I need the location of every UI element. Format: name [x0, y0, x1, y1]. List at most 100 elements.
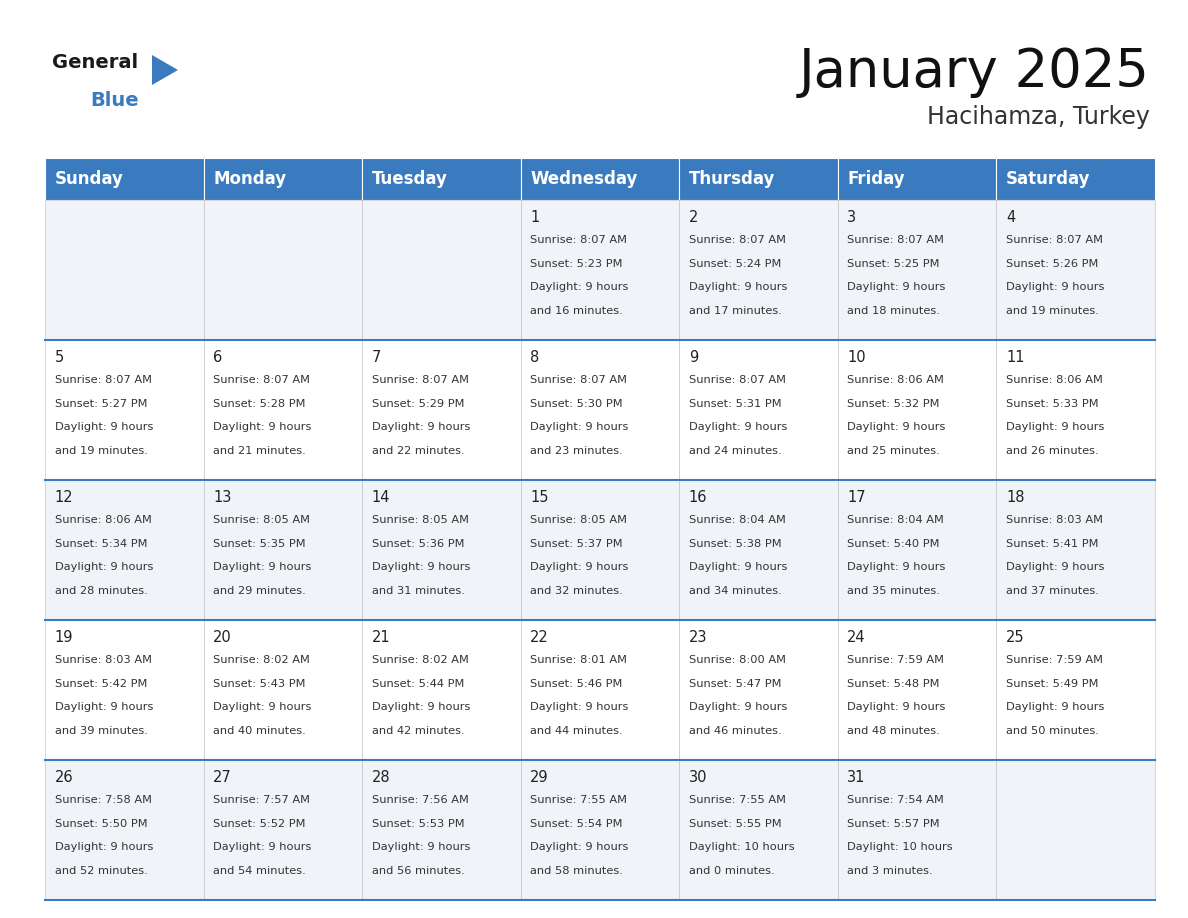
- Text: Daylight: 9 hours: Daylight: 9 hours: [530, 562, 628, 572]
- Text: Blue: Blue: [90, 91, 139, 110]
- Text: Daylight: 9 hours: Daylight: 9 hours: [1006, 562, 1105, 572]
- Text: Daylight: 9 hours: Daylight: 9 hours: [847, 282, 946, 292]
- Text: and 48 minutes.: and 48 minutes.: [847, 725, 940, 735]
- Text: and 54 minutes.: and 54 minutes.: [213, 866, 305, 876]
- Text: Sunset: 5:52 PM: Sunset: 5:52 PM: [213, 819, 305, 829]
- Text: and 18 minutes.: and 18 minutes.: [847, 306, 940, 316]
- Text: and 23 minutes.: and 23 minutes.: [530, 445, 623, 455]
- Text: and 35 minutes.: and 35 minutes.: [847, 586, 940, 596]
- Bar: [838, 158, 997, 200]
- Bar: [45, 200, 203, 340]
- Bar: [362, 200, 520, 340]
- Text: Sunset: 5:48 PM: Sunset: 5:48 PM: [847, 678, 940, 688]
- Text: Sunset: 5:54 PM: Sunset: 5:54 PM: [530, 819, 623, 829]
- Text: and 56 minutes.: and 56 minutes.: [372, 866, 465, 876]
- Text: and 42 minutes.: and 42 minutes.: [372, 725, 465, 735]
- Text: Daylight: 9 hours: Daylight: 9 hours: [213, 702, 311, 712]
- Text: Sunrise: 8:01 AM: Sunrise: 8:01 AM: [530, 655, 627, 665]
- Bar: [203, 760, 362, 900]
- Text: Daylight: 9 hours: Daylight: 9 hours: [55, 562, 153, 572]
- Text: Sunset: 5:26 PM: Sunset: 5:26 PM: [1006, 259, 1099, 269]
- Text: Sunrise: 7:59 AM: Sunrise: 7:59 AM: [847, 655, 944, 665]
- Text: Sunrise: 8:02 AM: Sunrise: 8:02 AM: [213, 655, 310, 665]
- Text: Daylight: 9 hours: Daylight: 9 hours: [1006, 422, 1105, 432]
- Polygon shape: [152, 55, 178, 85]
- Text: Daylight: 9 hours: Daylight: 9 hours: [689, 562, 788, 572]
- Text: and 16 minutes.: and 16 minutes.: [530, 306, 623, 316]
- Text: Sunset: 5:34 PM: Sunset: 5:34 PM: [55, 539, 147, 549]
- Text: 31: 31: [847, 770, 866, 785]
- Text: and 19 minutes.: and 19 minutes.: [55, 445, 147, 455]
- Text: Sunset: 5:50 PM: Sunset: 5:50 PM: [55, 819, 147, 829]
- Text: 7: 7: [372, 350, 381, 364]
- Text: Sunset: 5:25 PM: Sunset: 5:25 PM: [847, 259, 940, 269]
- Text: 23: 23: [689, 630, 707, 644]
- Text: Sunset: 5:47 PM: Sunset: 5:47 PM: [689, 678, 782, 688]
- Text: Sunset: 5:35 PM: Sunset: 5:35 PM: [213, 539, 305, 549]
- Text: Daylight: 9 hours: Daylight: 9 hours: [55, 702, 153, 712]
- Text: Daylight: 9 hours: Daylight: 9 hours: [689, 282, 788, 292]
- Text: 24: 24: [847, 630, 866, 644]
- Text: Sunset: 5:31 PM: Sunset: 5:31 PM: [689, 398, 782, 409]
- Text: Sunrise: 8:00 AM: Sunrise: 8:00 AM: [689, 655, 785, 665]
- Text: Sunrise: 7:58 AM: Sunrise: 7:58 AM: [55, 795, 152, 805]
- Text: General: General: [52, 53, 138, 72]
- Text: 29: 29: [530, 770, 549, 785]
- Text: 5: 5: [55, 350, 64, 364]
- Bar: [680, 200, 838, 340]
- Text: Sunset: 5:49 PM: Sunset: 5:49 PM: [1006, 678, 1099, 688]
- Bar: [520, 340, 680, 480]
- Text: Sunrise: 8:03 AM: Sunrise: 8:03 AM: [55, 655, 152, 665]
- Text: and 21 minutes.: and 21 minutes.: [213, 445, 305, 455]
- Bar: [362, 480, 520, 620]
- Text: 26: 26: [55, 770, 74, 785]
- Bar: [838, 620, 997, 760]
- Bar: [997, 480, 1155, 620]
- Text: Daylight: 9 hours: Daylight: 9 hours: [213, 842, 311, 852]
- Text: 9: 9: [689, 350, 699, 364]
- Text: and 34 minutes.: and 34 minutes.: [689, 586, 782, 596]
- Bar: [45, 480, 203, 620]
- Text: 19: 19: [55, 630, 72, 644]
- Text: Sunset: 5:24 PM: Sunset: 5:24 PM: [689, 259, 782, 269]
- Text: Sunrise: 8:07 AM: Sunrise: 8:07 AM: [55, 375, 152, 385]
- Text: 6: 6: [213, 350, 222, 364]
- Bar: [997, 340, 1155, 480]
- Text: Wednesday: Wednesday: [530, 170, 638, 188]
- Text: Daylight: 9 hours: Daylight: 9 hours: [847, 422, 946, 432]
- Bar: [680, 760, 838, 900]
- Text: Sunrise: 8:06 AM: Sunrise: 8:06 AM: [55, 515, 151, 525]
- Text: Daylight: 9 hours: Daylight: 9 hours: [1006, 702, 1105, 712]
- Text: Sunset: 5:33 PM: Sunset: 5:33 PM: [1006, 398, 1099, 409]
- Text: Daylight: 10 hours: Daylight: 10 hours: [847, 842, 953, 852]
- Text: 1: 1: [530, 210, 539, 225]
- Text: and 17 minutes.: and 17 minutes.: [689, 306, 782, 316]
- Bar: [520, 760, 680, 900]
- Text: 22: 22: [530, 630, 549, 644]
- Bar: [520, 158, 680, 200]
- Text: and 44 minutes.: and 44 minutes.: [530, 725, 623, 735]
- Text: Friday: Friday: [847, 170, 905, 188]
- Text: Daylight: 9 hours: Daylight: 9 hours: [372, 562, 470, 572]
- Text: Sunset: 5:40 PM: Sunset: 5:40 PM: [847, 539, 940, 549]
- Text: and 37 minutes.: and 37 minutes.: [1006, 586, 1099, 596]
- Text: 18: 18: [1006, 490, 1024, 505]
- Text: and 52 minutes.: and 52 minutes.: [55, 866, 147, 876]
- Bar: [203, 340, 362, 480]
- Text: 10: 10: [847, 350, 866, 364]
- Text: and 22 minutes.: and 22 minutes.: [372, 445, 465, 455]
- Bar: [203, 620, 362, 760]
- Text: Sunrise: 8:04 AM: Sunrise: 8:04 AM: [689, 515, 785, 525]
- Text: Daylight: 9 hours: Daylight: 9 hours: [372, 422, 470, 432]
- Text: and 58 minutes.: and 58 minutes.: [530, 866, 623, 876]
- Text: Sunset: 5:23 PM: Sunset: 5:23 PM: [530, 259, 623, 269]
- Bar: [45, 620, 203, 760]
- Text: Sunrise: 8:05 AM: Sunrise: 8:05 AM: [213, 515, 310, 525]
- Text: Hacihamza, Turkey: Hacihamza, Turkey: [927, 105, 1150, 129]
- Text: 17: 17: [847, 490, 866, 505]
- Text: Sunrise: 7:57 AM: Sunrise: 7:57 AM: [213, 795, 310, 805]
- Text: Daylight: 10 hours: Daylight: 10 hours: [689, 842, 795, 852]
- Text: Sunrise: 8:07 AM: Sunrise: 8:07 AM: [372, 375, 468, 385]
- Bar: [997, 760, 1155, 900]
- Text: 30: 30: [689, 770, 707, 785]
